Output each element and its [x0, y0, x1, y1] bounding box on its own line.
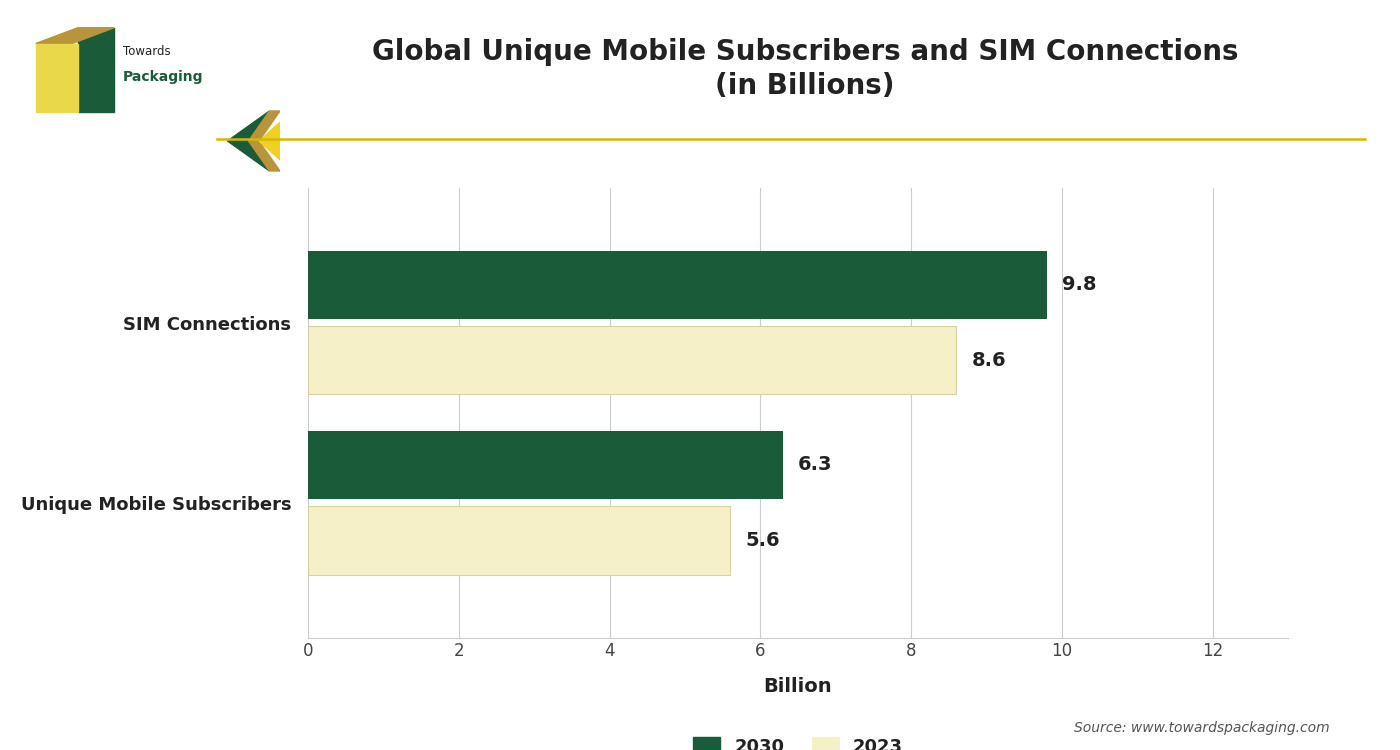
- X-axis label: Billion: Billion: [763, 677, 833, 696]
- Polygon shape: [78, 28, 115, 112]
- Text: Global Unique Mobile Subscribers and SIM Connections
(in Billions): Global Unique Mobile Subscribers and SIM…: [372, 38, 1238, 100]
- Text: Source: www.towardspackaging.com: Source: www.towardspackaging.com: [1074, 721, 1330, 735]
- Text: Towards: Towards: [123, 46, 171, 58]
- Polygon shape: [227, 111, 269, 171]
- Text: 5.6: 5.6: [745, 531, 780, 550]
- Polygon shape: [259, 122, 301, 160]
- Polygon shape: [249, 111, 280, 171]
- Text: 8.6: 8.6: [972, 351, 1007, 370]
- Bar: [308, 326, 956, 394]
- Bar: [308, 506, 731, 574]
- Bar: [308, 251, 1047, 319]
- Text: Packaging: Packaging: [123, 70, 204, 84]
- Legend: 2030, 2023: 2030, 2023: [686, 730, 910, 750]
- Polygon shape: [36, 44, 78, 112]
- Bar: [308, 430, 783, 499]
- Text: 6.3: 6.3: [798, 455, 833, 474]
- Text: 9.8: 9.8: [1061, 275, 1096, 294]
- Polygon shape: [36, 28, 115, 44]
